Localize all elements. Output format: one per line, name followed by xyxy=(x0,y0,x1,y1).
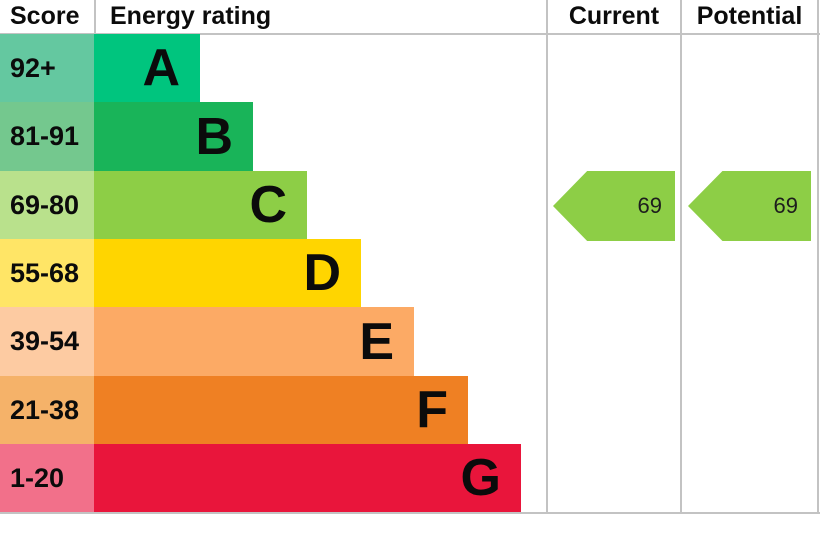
chart-bottom-border xyxy=(0,512,820,514)
current-column-left-border xyxy=(546,0,548,514)
potential-rating-value: 69 xyxy=(773,193,798,218)
potential-column-right-border xyxy=(817,0,819,514)
band-row-f: 21-38 F xyxy=(0,376,546,444)
band-b-score-range: 81-91 xyxy=(0,102,94,171)
band-a-score-range: 92+ xyxy=(0,34,94,102)
band-row-d: 55-68 D xyxy=(0,239,546,307)
score-rating-divider-line xyxy=(94,0,96,33)
band-b-bar: B xyxy=(94,102,253,171)
potential-column-left-border xyxy=(680,0,682,514)
band-row-g: 1-20 G xyxy=(0,444,546,512)
header-energy-rating: Energy rating xyxy=(110,2,272,30)
band-d-bar: D xyxy=(94,239,361,307)
band-e-score-range: 39-54 xyxy=(0,307,94,376)
band-d-score-range: 55-68 xyxy=(0,239,94,307)
current-rating-arrow: 69 xyxy=(553,171,675,241)
band-g-bar: G xyxy=(94,444,521,512)
band-row-e: 39-54 E xyxy=(0,307,546,376)
band-c-score-range: 69-80 xyxy=(0,171,94,239)
band-row-b: 81-91 B xyxy=(0,102,546,171)
band-row-c: 69-80 C xyxy=(0,171,546,239)
header-score: Score xyxy=(10,2,80,30)
header-potential: Potential xyxy=(696,2,803,30)
potential-rating-arrow: 69 xyxy=(688,171,811,241)
header-current: Current xyxy=(568,2,660,30)
band-a-bar: A xyxy=(94,34,200,102)
band-e-bar: E xyxy=(94,307,414,376)
band-row-a: 92+ A xyxy=(0,34,546,102)
band-f-bar: F xyxy=(94,376,468,444)
header-underline xyxy=(0,33,820,35)
band-c-bar: C xyxy=(94,171,307,239)
band-f-score-range: 21-38 xyxy=(0,376,94,444)
current-rating-value: 69 xyxy=(637,193,662,218)
band-g-score-range: 1-20 xyxy=(0,444,94,512)
